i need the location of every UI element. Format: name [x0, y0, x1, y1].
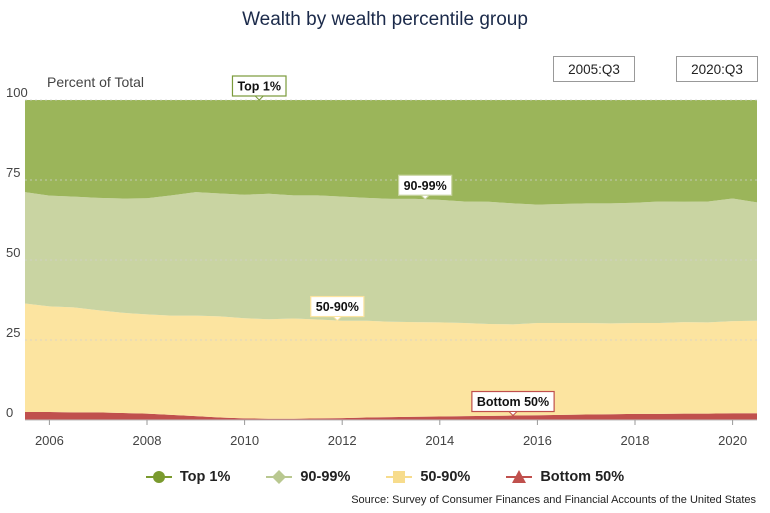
x-tick-label: 2014: [425, 433, 454, 448]
callout-top-1-: Top 1%: [231, 75, 287, 101]
legend-label: 50-90%: [420, 469, 471, 485]
legend-label: Top 1%: [179, 469, 231, 485]
legend-item-90-99-[interactable]: 90-99%: [266, 469, 350, 485]
circle-icon: [145, 469, 172, 485]
x-tick-label: 2018: [621, 433, 650, 448]
x-axis-ticks: 2006 2008 2010 2012 2014 2016 2018 2020: [25, 419, 757, 448]
y-tick-label: 25: [6, 325, 20, 340]
y-axis-label: Percent of Total: [47, 74, 145, 90]
x-tick-label: 2020: [718, 433, 747, 448]
svg-text:50-90%: 50-90%: [316, 300, 359, 314]
range-end-input[interactable]: 2020:Q3: [676, 56, 758, 82]
legend-item-top-1-[interactable]: Top 1%: [145, 469, 231, 485]
x-tick-label: 2012: [328, 433, 357, 448]
legend: Top 1% 90-99% 50-90% Bottom 50%: [0, 469, 770, 485]
y-tick-label: 0: [6, 405, 13, 420]
callout-bottom-50-: Bottom 50%: [471, 390, 555, 417]
legend-item-bottom-50-[interactable]: Bottom 50%: [506, 469, 624, 485]
svg-text:90-99%: 90-99%: [404, 179, 447, 193]
x-tick-label: 2006: [35, 433, 64, 448]
y-tick-label: 100: [6, 85, 28, 100]
y-tick-label: 75: [6, 165, 20, 180]
triangle-icon: [506, 469, 533, 485]
chart-title: Wealth by wealth percentile group: [242, 9, 528, 30]
square-icon: [386, 469, 413, 485]
area-bottom-50-[interactable]: [25, 412, 757, 420]
legend-item-50-90-[interactable]: 50-90%: [386, 469, 470, 485]
callout-90-99-: 90-99%: [398, 174, 453, 200]
area-layer: [25, 100, 757, 420]
area-90-99-[interactable]: [25, 192, 757, 325]
source-note: Source: Survey of Consumer Finances and …: [351, 494, 756, 506]
x-tick-label: 2010: [230, 433, 259, 448]
x-tick-label: 2016: [523, 433, 552, 448]
legend-label: 90-99%: [300, 469, 351, 485]
callout-50-90-: 50-90%: [310, 295, 365, 322]
range-start-input[interactable]: 2005:Q3: [553, 56, 635, 82]
area-top-1-[interactable]: [25, 100, 757, 205]
x-tick-label: 2008: [133, 433, 162, 448]
area-50-90-[interactable]: [25, 303, 757, 419]
svg-text:Bottom 50%: Bottom 50%: [477, 395, 549, 409]
series-callouts: Top 1% 90-99% 50-90% Bottom 50%: [231, 75, 555, 417]
diamond-icon: [266, 469, 293, 485]
y-tick-label: 50: [6, 245, 20, 260]
svg-text:Top 1%: Top 1%: [237, 80, 281, 94]
y-axis-ticks: 0 25 50 75 100: [6, 85, 28, 420]
legend-label: Bottom 50%: [540, 469, 625, 485]
